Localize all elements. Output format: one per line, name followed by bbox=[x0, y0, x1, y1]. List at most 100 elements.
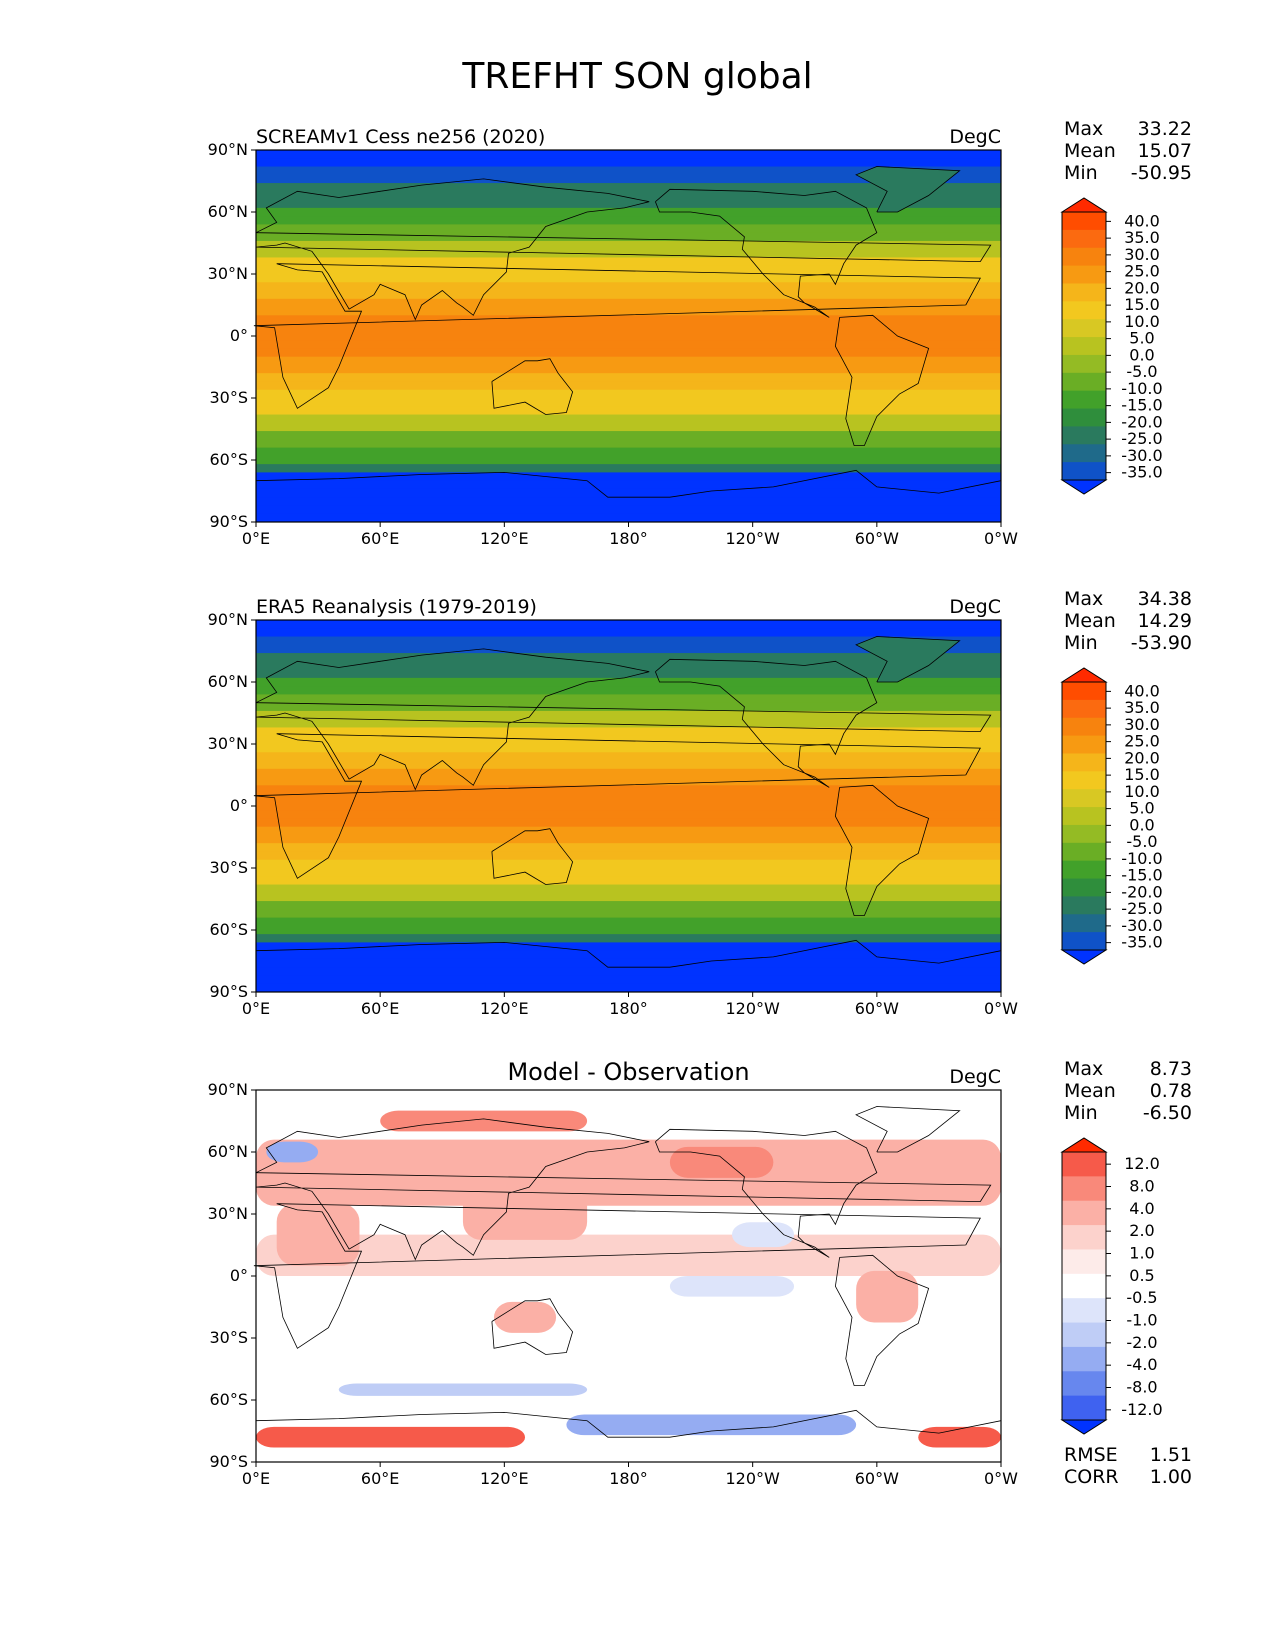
colorbar-segment bbox=[1062, 1200, 1106, 1226]
field-band bbox=[256, 876, 1001, 886]
colorbar-segment bbox=[1062, 212, 1106, 231]
colorbar-label: 30.0 bbox=[1124, 715, 1160, 734]
lat-tick-label: 60°N bbox=[208, 672, 248, 691]
lon-tick-label: 0°E bbox=[242, 529, 270, 548]
colorbar-label: 0.0 bbox=[1129, 345, 1154, 364]
colorbar-segment bbox=[1062, 1298, 1106, 1323]
stats-observation: Max 34.38 Mean 14.29 Min -53.90 bbox=[1064, 588, 1192, 654]
field-band bbox=[256, 892, 1001, 902]
colorbar-label: -5.0 bbox=[1126, 832, 1157, 851]
map-plot: 90°N 60°N 30°N 0° 30°S 60°S 90°S0°E 60°E 120°E 18… bbox=[208, 1080, 1019, 1488]
field-band bbox=[256, 174, 1001, 184]
colorbar-label: -25.0 bbox=[1121, 899, 1162, 918]
colorbar-segment bbox=[1062, 462, 1106, 481]
field-band bbox=[256, 166, 1001, 176]
stat-value: -53.90 bbox=[1130, 632, 1192, 654]
field-band bbox=[256, 975, 1001, 985]
lon-tick-label: 0°W bbox=[984, 1469, 1018, 1488]
colorbar-label: -30.0 bbox=[1121, 446, 1162, 465]
colorbar-label: 40.0 bbox=[1124, 211, 1160, 230]
coastline bbox=[491, 358, 574, 415]
colorbar-segment bbox=[1062, 444, 1106, 463]
anomaly-region bbox=[918, 1426, 1001, 1448]
lon-tick-label: 180° bbox=[609, 529, 648, 548]
map-field bbox=[256, 150, 1001, 523]
field-band bbox=[256, 274, 1001, 283]
stat-label: CORR bbox=[1064, 1466, 1119, 1488]
stat-value: 1.00 bbox=[1149, 1466, 1192, 1488]
anomaly-region bbox=[338, 1383, 588, 1396]
anomaly-region bbox=[256, 1234, 1001, 1276]
colorbar-label: -2.0 bbox=[1126, 1333, 1157, 1352]
colorbar-label: 8.0 bbox=[1129, 1177, 1154, 1196]
stats-difference: Max 8.73 Mean 0.78 Min -6.50 bbox=[1064, 1058, 1192, 1124]
coastline bbox=[655, 1128, 878, 1258]
field-band bbox=[256, 868, 1001, 877]
colorbar-segment bbox=[1062, 932, 1106, 951]
anomaly-region bbox=[493, 1301, 557, 1333]
field-band bbox=[256, 422, 1001, 432]
stat-label: Min bbox=[1064, 1102, 1098, 1124]
lat-tick-label: 30°N bbox=[208, 734, 248, 753]
field-band bbox=[256, 348, 1001, 358]
stat-label: Mean bbox=[1064, 1080, 1116, 1102]
field-band bbox=[256, 925, 1001, 935]
colorbar-segment bbox=[1062, 682, 1106, 701]
lon-tick-label: 120°E bbox=[480, 999, 529, 1018]
stats-rmse-corr: RMSE 1.51 CORR 1.00 bbox=[1064, 1444, 1192, 1488]
colorbar-extend-top bbox=[1060, 1137, 1108, 1153]
colorbar-segment bbox=[1062, 1225, 1106, 1250]
colorbar-label: 35.0 bbox=[1124, 228, 1160, 247]
field-band bbox=[256, 967, 1001, 976]
lon-tick-label: 120°E bbox=[480, 1469, 529, 1488]
anomaly-region bbox=[669, 1146, 774, 1178]
field-band bbox=[256, 257, 1001, 267]
field-band bbox=[256, 455, 1001, 465]
colorbar-label: -4.0 bbox=[1126, 1355, 1157, 1374]
anomaly-region bbox=[566, 1414, 857, 1436]
colorbar-segment bbox=[1062, 1395, 1106, 1421]
field-band bbox=[256, 191, 1001, 201]
colorbar-segment bbox=[1062, 771, 1106, 790]
colorbar-label: 35.0 bbox=[1124, 698, 1160, 717]
field-band bbox=[256, 934, 1001, 943]
field-band bbox=[256, 158, 1001, 168]
panel-units: DegC bbox=[949, 596, 1001, 618]
colorbar-segment bbox=[1062, 283, 1106, 302]
field-band bbox=[256, 497, 1001, 506]
field-band bbox=[256, 340, 1001, 349]
colorbar-label: 25.0 bbox=[1124, 262, 1160, 281]
colorbar-label: -20.0 bbox=[1121, 412, 1162, 431]
colorbar-extend-top bbox=[1060, 667, 1108, 683]
map-field bbox=[256, 1090, 1001, 1462]
lon-tick-label: 180° bbox=[609, 1469, 648, 1488]
coastline bbox=[253, 733, 981, 879]
lat-tick-label: 90°S bbox=[209, 512, 248, 531]
stat-value: 1.51 bbox=[1149, 1444, 1192, 1466]
coastline bbox=[255, 178, 992, 321]
lat-tick-label: 60°S bbox=[209, 920, 248, 939]
colorbar-segment bbox=[1062, 408, 1106, 427]
lon-tick-label: 0°W bbox=[984, 999, 1018, 1018]
anomaly-region bbox=[256, 1426, 526, 1448]
colorbar-label: 15.0 bbox=[1124, 765, 1160, 784]
coastline bbox=[834, 314, 930, 446]
lat-tick-label: 30°S bbox=[209, 1328, 248, 1347]
field-band bbox=[256, 884, 1001, 894]
colorbar-extend-bottom bbox=[1060, 479, 1108, 495]
field-band bbox=[256, 323, 1001, 333]
lat-tick-label: 90°S bbox=[209, 1452, 248, 1471]
map-field bbox=[256, 620, 1001, 993]
colorbar-label: -35.0 bbox=[1121, 933, 1162, 952]
field-band bbox=[256, 447, 1001, 457]
stat-label: RMSE bbox=[1064, 1444, 1118, 1466]
coastline bbox=[655, 658, 878, 788]
colorbar-extend-bottom bbox=[1060, 949, 1108, 965]
colorbar-segment bbox=[1062, 807, 1106, 826]
colorbar-segment bbox=[1062, 1322, 1106, 1348]
field-band bbox=[256, 628, 1001, 638]
panel-title: ERA5 Reanalysis (1979-2019) bbox=[256, 596, 537, 618]
field-band bbox=[256, 636, 1001, 646]
colorbar-label: 30.0 bbox=[1124, 245, 1160, 264]
colorbar-segment bbox=[1062, 1346, 1106, 1372]
